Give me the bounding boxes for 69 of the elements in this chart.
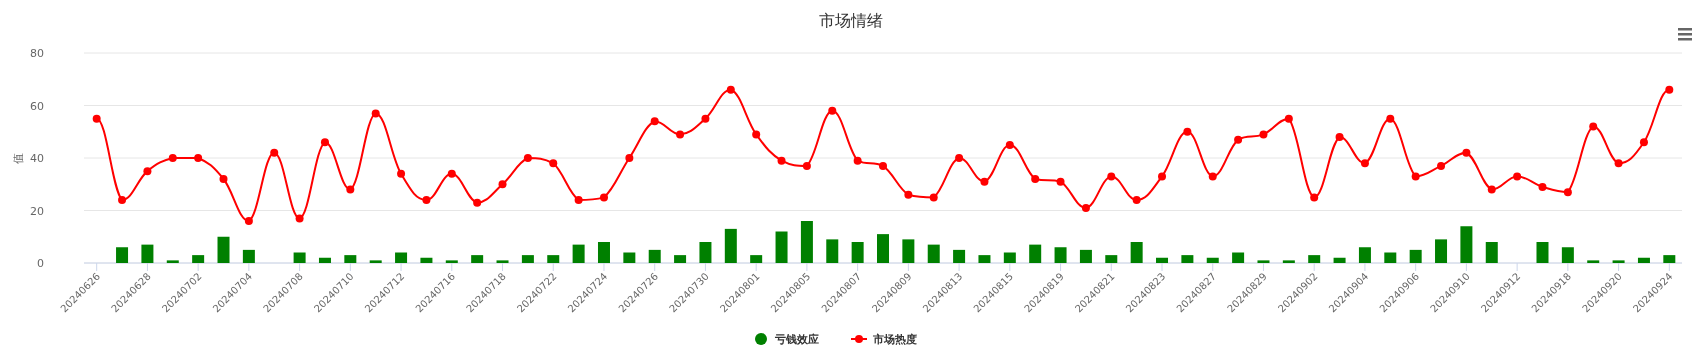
bar [800, 221, 813, 263]
y-tick-label: 60 [30, 99, 44, 113]
bar [1435, 239, 1448, 263]
bar [1130, 242, 1143, 263]
bar [927, 244, 940, 263]
legend-label: 市场热度 [872, 333, 917, 346]
bar [1637, 257, 1650, 263]
bar [1587, 260, 1600, 263]
bar [1181, 255, 1194, 263]
bar [1232, 252, 1245, 263]
bar [141, 244, 154, 263]
bar [420, 257, 433, 263]
chart-title: 市场情绪 [819, 11, 883, 30]
bar [471, 255, 484, 263]
bar [1206, 257, 1219, 263]
bar [1485, 242, 1498, 263]
bar [674, 255, 687, 263]
bar [1029, 244, 1042, 263]
bar [1358, 247, 1371, 263]
bar [1105, 255, 1118, 263]
bar [1308, 255, 1321, 263]
bar [318, 257, 331, 263]
bar [597, 242, 610, 263]
bar [978, 255, 991, 263]
bar [1003, 252, 1016, 263]
bar [750, 255, 763, 263]
bar [547, 255, 560, 263]
bar [1612, 260, 1625, 263]
bar [1460, 226, 1473, 263]
bar [572, 244, 585, 263]
bar [1561, 247, 1574, 263]
bar [293, 252, 306, 263]
bar [623, 252, 636, 263]
bar [1257, 260, 1270, 263]
bar [775, 231, 788, 263]
bar [851, 242, 864, 263]
y-tick-label: 20 [30, 204, 44, 218]
bar [826, 239, 839, 263]
bar [1282, 260, 1295, 263]
bar [1054, 247, 1067, 263]
bar [369, 260, 382, 263]
bar [648, 249, 661, 263]
bar [877, 234, 889, 263]
bar [902, 239, 915, 263]
y-tick-label: 40 [30, 152, 44, 165]
bar [166, 260, 179, 263]
bar [116, 247, 129, 263]
bar [1536, 242, 1549, 263]
y-tick-label: 0 [37, 257, 44, 270]
y-axis-title: 值 [12, 152, 25, 164]
bar [1079, 249, 1092, 263]
bar [395, 252, 408, 263]
bar [496, 260, 509, 263]
bar [217, 236, 230, 263]
bar [445, 260, 458, 263]
bar [192, 255, 205, 263]
legend-label: 亏钱效应 [774, 333, 819, 346]
bar [1333, 257, 1346, 263]
bar [1156, 257, 1169, 263]
bar [1663, 255, 1676, 263]
bar [1384, 252, 1397, 263]
bar [521, 255, 534, 263]
bar [953, 249, 966, 263]
bar [242, 249, 255, 263]
bar [344, 255, 357, 263]
y-tick-label: 80 [30, 47, 44, 60]
bar [699, 242, 712, 263]
bar [1409, 249, 1422, 263]
bar [724, 228, 737, 263]
